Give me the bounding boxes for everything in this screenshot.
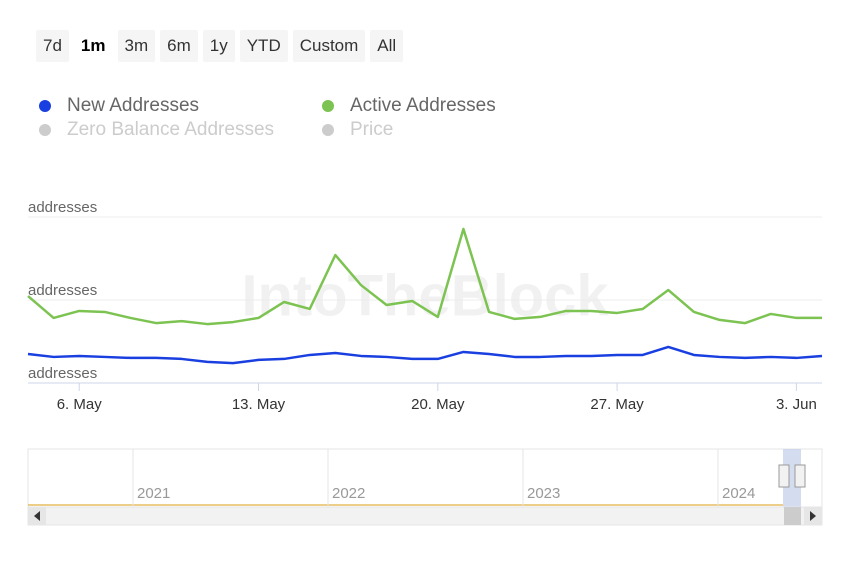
x-tick-label: 3. Jun bbox=[776, 396, 817, 413]
navigator-label: 2021 bbox=[137, 485, 170, 502]
x-tick-label: 6. May bbox=[57, 396, 103, 413]
handle-left[interactable] bbox=[778, 464, 790, 488]
range-button[interactable]: YTD bbox=[239, 30, 288, 62]
range-button[interactable]: 1m bbox=[73, 30, 113, 62]
legend-marker bbox=[322, 100, 334, 112]
y-tick-label: addresses bbox=[28, 365, 97, 382]
y-tick-label: addresses bbox=[28, 282, 97, 299]
navigator-selection[interactable] bbox=[783, 449, 801, 507]
x-tick-label: 27. May bbox=[590, 396, 644, 413]
range-button[interactable]: 7d bbox=[36, 30, 69, 62]
legend-label: New Addresses bbox=[67, 95, 199, 116]
x-tick-label: 13. May bbox=[232, 396, 286, 413]
arrow-right bbox=[810, 511, 816, 521]
navigator-frame bbox=[27, 448, 823, 508]
navigator-label: 2023 bbox=[527, 485, 560, 502]
legend-label: Zero Balance Addresses bbox=[67, 119, 274, 140]
x-tick-label: 20. May bbox=[411, 396, 465, 413]
watermark: IntoTheBlock bbox=[241, 263, 609, 328]
arrow-left bbox=[34, 511, 40, 521]
series-line bbox=[27, 345, 823, 365]
legend-label: Active Addresses bbox=[350, 95, 496, 116]
range-button[interactable]: 1y bbox=[202, 30, 235, 62]
range-button[interactable]: All bbox=[370, 30, 404, 62]
navigator-label: 2022 bbox=[332, 485, 365, 502]
range-button[interactable]: 6m bbox=[160, 30, 198, 62]
series-line bbox=[27, 227, 822, 326]
scrollbar-thumb[interactable] bbox=[784, 507, 801, 525]
legend-marker bbox=[39, 124, 51, 136]
range-button[interactable]: Custom bbox=[292, 30, 366, 62]
legend-marker bbox=[322, 124, 334, 136]
handle-right[interactable] bbox=[794, 464, 806, 488]
legend-label: Price bbox=[350, 119, 393, 140]
scrollbar-track[interactable] bbox=[27, 506, 823, 526]
range-button[interactable]: 3m bbox=[117, 30, 156, 62]
range-selector: 7d 1m 3m 6m 1y YTD Custom All bbox=[36, 30, 404, 62]
navigator-label: 2024 bbox=[722, 485, 755, 502]
y-tick-label: addresses bbox=[28, 199, 97, 216]
legend-marker bbox=[39, 100, 51, 112]
